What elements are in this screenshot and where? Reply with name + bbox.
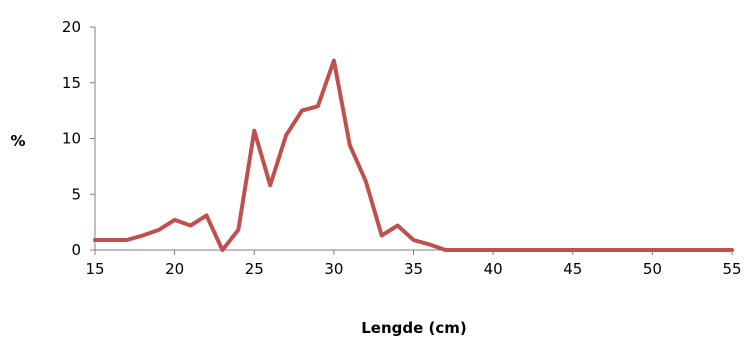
data-point [492,249,494,251]
data-point [333,60,335,61]
data-point [540,249,542,251]
x-tick-label: 40 [484,260,503,278]
x-axis: 15 20 25 30 35 40 45 50 55 [85,249,742,278]
x-axis-title: Lengde (cm) [361,319,467,337]
data-point [158,229,160,231]
data-point [572,249,574,251]
data-point [715,249,717,251]
series-line [93,58,734,252]
data-point [301,110,303,112]
data-point [221,249,223,251]
series-layer [93,58,734,252]
data-point [588,249,590,251]
y-tick-label: 0 [71,241,81,259]
y-tick-label: 5 [71,185,81,203]
x-tick-label: 20 [165,260,184,278]
y-tick-label: 10 [62,130,81,148]
data-point [190,225,192,226]
data-point [683,249,685,251]
data-point [428,243,430,245]
data-point [253,130,255,132]
x-tick-label: 25 [245,260,264,278]
x-tick-label: 55 [722,260,741,278]
data-point [460,249,462,251]
data-point [413,239,414,241]
x-tick-label: 30 [324,260,343,278]
data-point [604,249,606,251]
y-tick-label: 20 [62,18,81,36]
y-tick-label: 15 [62,74,81,92]
data-point [667,249,669,251]
data-point [142,235,144,236]
y-axis: 0 5 10 15 20 [62,18,96,259]
data-point [651,249,653,251]
y-axis-title: % [10,132,25,150]
data-point [365,180,367,182]
data-point [476,249,478,251]
data-point [620,249,621,251]
data-point [174,219,176,221]
data-point [444,249,446,251]
data-point [397,225,399,226]
data-point [731,249,733,251]
data-point [126,239,128,241]
data-point [556,249,558,251]
data-point [699,249,701,251]
data-point [269,184,271,186]
data-point [237,229,239,231]
data-point [206,214,207,216]
data-point [381,235,383,236]
x-tick-label: 35 [404,260,423,278]
x-tick-label: 50 [643,260,662,278]
data-point [508,249,510,251]
data-point [285,134,287,136]
data-point [349,144,351,146]
data-point [635,249,637,251]
data-point [317,105,319,107]
x-tick-label: 45 [563,260,582,278]
data-point [94,239,96,241]
x-tick-label: 15 [85,260,104,278]
data-point [524,249,526,251]
data-point [110,239,112,241]
